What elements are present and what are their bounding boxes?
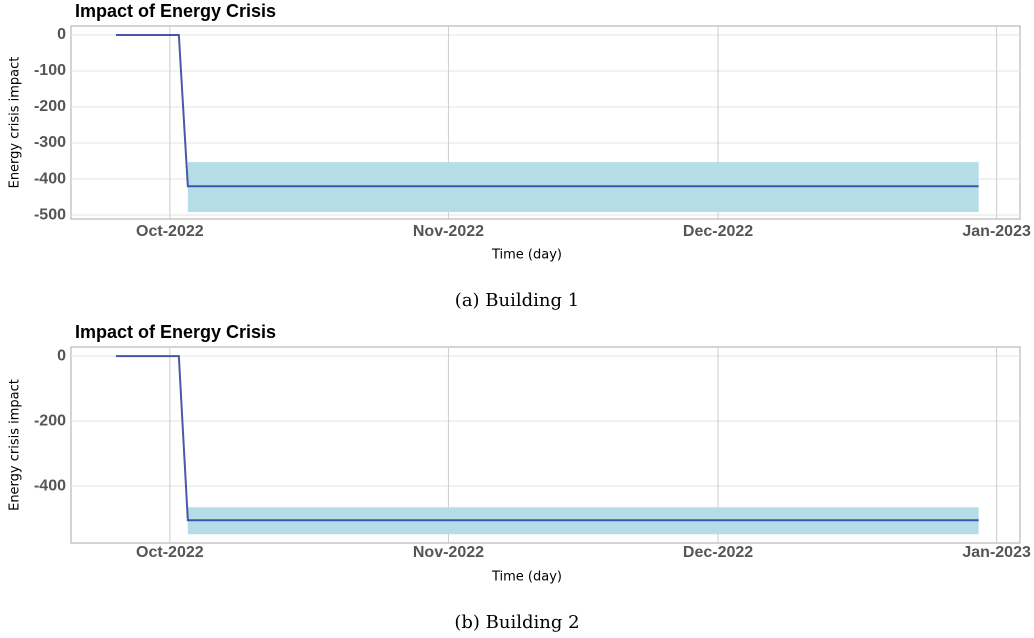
x-tick-label: Oct-2022 <box>136 544 204 561</box>
y-tick-label: 0 <box>57 26 66 43</box>
x-tick-label: Dec-2022 <box>683 544 753 561</box>
y-tick-label: -400 <box>34 477 66 494</box>
y-tick-label: 0 <box>57 347 66 364</box>
x-tick-label: Dec-2022 <box>683 223 753 240</box>
y-tick-label: -500 <box>34 206 66 223</box>
line <box>115 355 979 522</box>
y-axis-label: Energy crisis impact <box>8 379 23 511</box>
y-tick-label: -100 <box>34 62 66 79</box>
chart-title: Impact of Energy Crisis <box>75 322 276 342</box>
x-tick-label: Oct-2022 <box>136 223 204 240</box>
plot-frame <box>70 346 1021 544</box>
y-axis-label: Energy crisis impact <box>8 57 23 189</box>
line <box>115 34 979 188</box>
plot-frame <box>70 25 1021 220</box>
y-tick-label: -200 <box>34 98 66 115</box>
x-tick-label: Nov-2022 <box>413 223 484 240</box>
x-axis-label: Time (day) <box>491 248 562 263</box>
y-tick-label: -200 <box>34 412 66 429</box>
y-tick-label: -300 <box>34 134 66 151</box>
x-tick-label: Jan-2023 <box>962 544 1031 561</box>
y-tick-label: -400 <box>34 170 66 187</box>
chart-title: Impact of Energy Crisis <box>75 1 276 21</box>
x-tick-label: Nov-2022 <box>413 544 484 561</box>
x-tick-label: Jan-2023 <box>962 223 1031 240</box>
caption: (a) Building 1 <box>455 290 579 311</box>
caption: (b) Building 2 <box>454 612 579 633</box>
x-axis-label: Time (day) <box>491 570 562 585</box>
